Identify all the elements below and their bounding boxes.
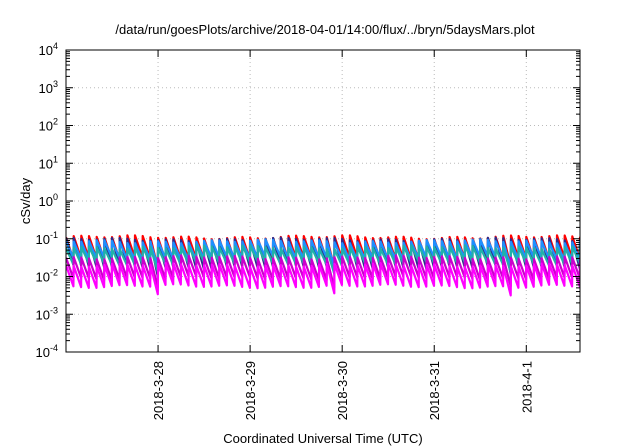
series-line <box>66 244 580 275</box>
y-tick-label: 102 <box>39 117 58 134</box>
y-tick-label: 101 <box>39 154 58 171</box>
y-axis: 10-4 10-3 10-2 10-1 100 101 102 103 104 <box>36 41 580 360</box>
x-tick-label: 2018-3-30 <box>335 361 350 420</box>
chart-title: /data/run/goesPlots/archive/2018-04-01/1… <box>115 22 535 37</box>
series-group <box>66 234 580 297</box>
y-tick-label: 10-3 <box>36 305 58 322</box>
y-tick-label: 104 <box>39 41 58 58</box>
x-tick-label: 2018-4-1 <box>519 361 534 413</box>
y-tick-label: 100 <box>39 192 58 209</box>
x-axis: 2018-3-28 2018-3-29 2018-3-30 2018-3-31 2018… <box>151 50 534 420</box>
y-tick-label: 10-1 <box>36 230 58 247</box>
x-tick-label: 2018-3-28 <box>151 361 166 420</box>
plot-frame <box>65 49 581 353</box>
y-tick-label: 10-4 <box>36 343 58 360</box>
x-tick-label: 2018-3-29 <box>243 361 258 420</box>
y-tick-label: 103 <box>39 79 58 96</box>
grid <box>66 50 580 352</box>
y-axis-label: cSv/day <box>18 177 33 224</box>
x-tick-label: 2018-3-31 <box>427 361 442 420</box>
y-tick-label: 10-2 <box>36 268 58 285</box>
series-line <box>66 262 580 297</box>
x-axis-label: Coordinated Universal Time (UTC) <box>223 431 422 446</box>
